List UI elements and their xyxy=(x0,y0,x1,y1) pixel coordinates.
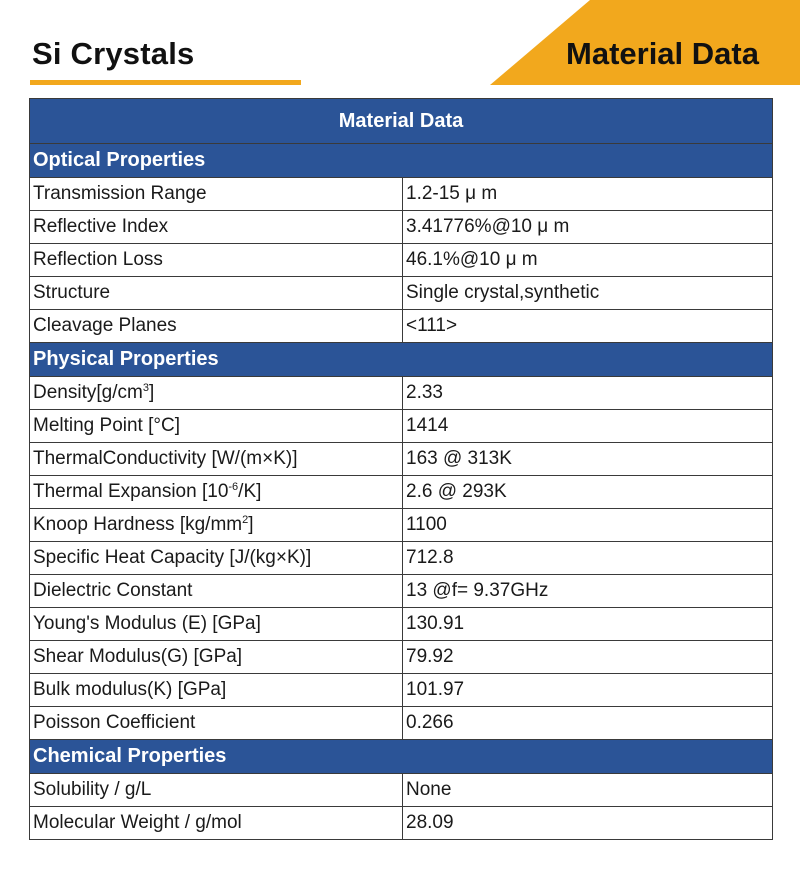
value-cell: 163 @ 313K xyxy=(402,442,773,476)
property-label-suffix: /K] xyxy=(238,481,262,502)
table-row: Young's Modulus (E) [GPa] 130.91 xyxy=(29,607,773,641)
property-cell: Cleavage Planes xyxy=(29,309,403,343)
value-cell: Single crystal,synthetic xyxy=(402,276,773,310)
table-row: Thermal Expansion [10-6/K] 2.6 @ 293K xyxy=(29,475,773,509)
property-superscript: 3 xyxy=(142,382,149,394)
value-cell: 2.6 @ 293K xyxy=(402,475,773,509)
property-cell: Structure xyxy=(29,276,403,310)
property-cell: Shear Modulus(G) [GPa] xyxy=(29,640,403,674)
value-cell: 1414 xyxy=(402,409,773,443)
banner-shape xyxy=(490,0,800,85)
value-cell: 79.92 xyxy=(402,640,773,674)
section-title: Physical Properties xyxy=(29,342,773,377)
table-row: Cleavage Planes <111> xyxy=(29,309,773,343)
property-label: Thermal Expansion [10 xyxy=(33,481,229,502)
property-cell: Young's Modulus (E) [GPa] xyxy=(29,607,403,641)
table-row: Bulk modulus(K) [GPa] 101.97 xyxy=(29,673,773,707)
material-data-table: Material Data Optical Properties Transmis… xyxy=(29,98,773,840)
value-cell: None xyxy=(402,773,773,807)
property-cell: Melting Point [°C] xyxy=(29,409,403,443)
section-row: Chemical Properties xyxy=(29,739,773,774)
table-row: Poisson Coefficient 0.266 xyxy=(29,706,773,740)
property-cell: Solubility / g/L xyxy=(29,773,403,807)
property-cell: Dielectric Constant xyxy=(29,574,403,608)
property-label-suffix: ] xyxy=(248,514,254,535)
table-header: Material Data xyxy=(29,98,773,144)
table-row: Structure Single crystal,synthetic xyxy=(29,276,773,310)
table-row: Shear Modulus(G) [GPa] 79.92 xyxy=(29,640,773,674)
property-superscript: 2 xyxy=(242,514,249,526)
value-cell: 101.97 xyxy=(402,673,773,707)
property-cell: Specific Heat Capacity [J/(kg×K)] xyxy=(29,541,403,575)
value-cell: 130.91 xyxy=(402,607,773,641)
property-cell: Density[g/cm3] xyxy=(29,376,403,410)
table-row: Melting Point [°C] 1414 xyxy=(29,409,773,443)
title-underline xyxy=(30,80,301,85)
section-row: Optical Properties xyxy=(29,143,773,178)
property-label: Density[g/cm xyxy=(33,382,143,403)
value-cell: 2.33 xyxy=(402,376,773,410)
page-title: Si Crystals xyxy=(32,36,195,71)
banner-label: Material Data xyxy=(566,36,759,71)
property-cell: Reflective Index xyxy=(29,210,403,244)
property-cell: Knoop Hardness [kg/mm2] xyxy=(29,508,403,542)
value-cell: 1.2-15 μ m xyxy=(402,177,773,211)
section-title: Optical Properties xyxy=(29,143,773,178)
property-cell: Bulk modulus(K) [GPa] xyxy=(29,673,403,707)
material-data-banner xyxy=(490,0,800,85)
table-row: Dielectric Constant 13 @f= 9.37GHz xyxy=(29,574,773,608)
property-label: Knoop Hardness [kg/mm xyxy=(33,514,243,535)
property-superscript: -6 xyxy=(228,481,239,493)
value-cell: 712.8 xyxy=(402,541,773,575)
property-cell: Reflection Loss xyxy=(29,243,403,277)
table-row: Reflective Index 3.41776%@10 μ m xyxy=(29,210,773,244)
value-cell: 13 @f= 9.37GHz xyxy=(402,574,773,608)
value-cell: 28.09 xyxy=(402,806,773,840)
table-row: ThermalConductivity [W/(m×K)] 163 @ 313K xyxy=(29,442,773,476)
value-cell: 0.266 xyxy=(402,706,773,740)
table-row: Solubility / g/L None xyxy=(29,773,773,807)
value-cell: 1100 xyxy=(402,508,773,542)
table-row: Knoop Hardness [kg/mm2] 1100 xyxy=(29,508,773,542)
section-title: Chemical Properties xyxy=(29,739,773,774)
table-row: Specific Heat Capacity [J/(kg×K)] 712.8 xyxy=(29,541,773,575)
value-cell: 46.1%@10 μ m xyxy=(402,243,773,277)
property-cell: Poisson Coefficient xyxy=(29,706,403,740)
property-cell: ThermalConductivity [W/(m×K)] xyxy=(29,442,403,476)
table-row: Reflection Loss 46.1%@10 μ m xyxy=(29,243,773,277)
property-cell: Molecular Weight / g/mol xyxy=(29,806,403,840)
property-label-suffix: ] xyxy=(148,382,155,403)
value-cell: 3.41776%@10 μ m xyxy=(402,210,773,244)
table-row: Molecular Weight / g/mol 28.09 xyxy=(29,806,773,840)
property-cell: Thermal Expansion [10-6/K] xyxy=(29,475,403,509)
section-row: Physical Properties xyxy=(29,342,773,377)
property-cell: Transmission Range xyxy=(29,177,403,211)
table-header-row: Material Data xyxy=(29,98,773,144)
value-cell: <111> xyxy=(402,309,773,343)
table-row: Transmission Range 1.2-15 μ m xyxy=(29,177,773,211)
table-body: Optical Properties Transmission Range 1.2-… xyxy=(29,143,773,840)
table-row: Density[g/cm3] 2.33 xyxy=(29,376,773,410)
